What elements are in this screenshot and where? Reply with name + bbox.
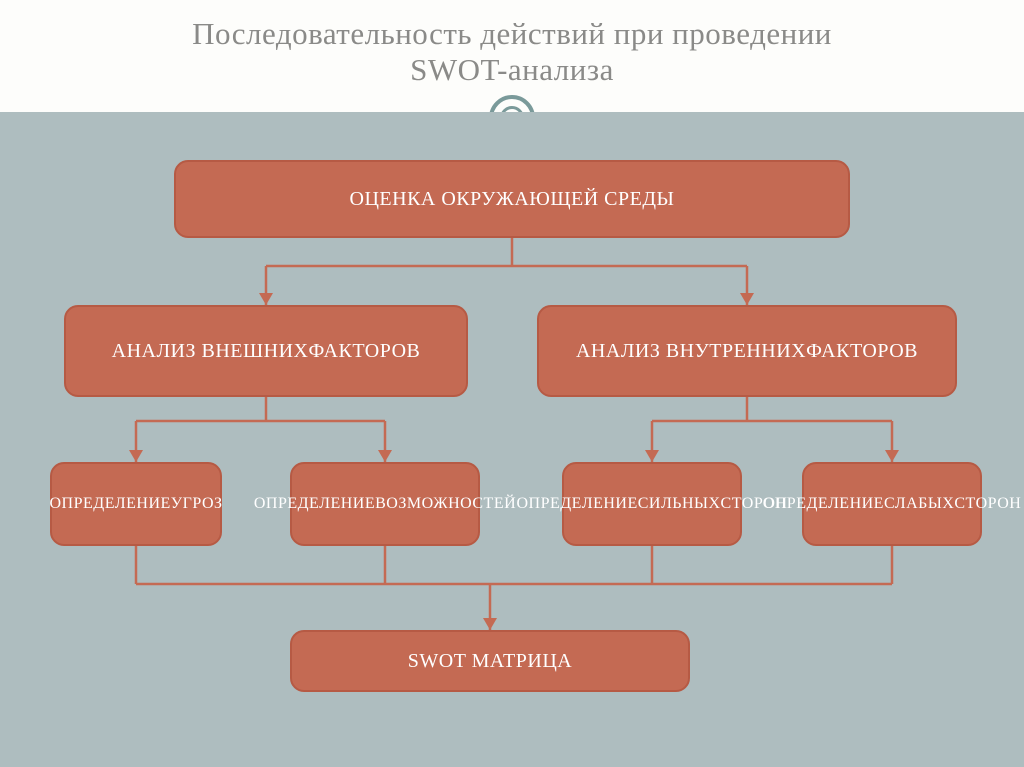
title-line-1: Последовательность действий при проведен… bbox=[40, 16, 984, 52]
node-weak-line2: СТОРОН bbox=[954, 494, 1021, 515]
node-int-line1: ФАКТОРОВ bbox=[806, 338, 918, 364]
node-opp: ОПРЕДЕЛЕНИЕВОЗМОЖНОСТЕЙ bbox=[290, 462, 480, 546]
node-opp-line1: ВОЗМОЖНОСТЕЙ bbox=[375, 494, 516, 515]
node-root-line0: ОЦЕНКА ОКРУЖАЮЩЕЙ СРЕДЫ bbox=[350, 186, 675, 212]
node-strong-line0: ОПРЕДЕЛЕНИЕ bbox=[516, 494, 637, 515]
node-ext: АНАЛИЗ ВНЕШНИХФАКТОРОВ bbox=[64, 305, 468, 397]
node-weak: ОПРЕДЕЛЕНИЕСЛАБЫХСТОРОН bbox=[802, 462, 982, 546]
diagram-canvas: ОЦЕНКА ОКРУЖАЮЩЕЙ СРЕДЫАНАЛИЗ ВНЕШНИХФАК… bbox=[0, 112, 1024, 767]
node-strong-line1: СИЛЬНЫХ bbox=[638, 494, 721, 515]
node-matrix: SWOT МАТРИЦА bbox=[290, 630, 690, 692]
node-root: ОЦЕНКА ОКРУЖАЮЩЕЙ СРЕДЫ bbox=[174, 160, 850, 238]
node-int-line0: АНАЛИЗ ВНУТРЕННИХ bbox=[576, 338, 806, 364]
node-threat: ОПРЕДЕЛЕНИЕУГРОЗ bbox=[50, 462, 222, 546]
node-matrix-line0: SWOT МАТРИЦА bbox=[408, 648, 572, 674]
slide: Последовательность действий при проведен… bbox=[0, 0, 1024, 767]
node-strong: ОПРЕДЕЛЕНИЕСИЛЬНЫХСТОРОН bbox=[562, 462, 742, 546]
node-opp-line0: ОПРЕДЕЛЕНИЕ bbox=[254, 494, 375, 515]
node-threat-line0: ОПРЕДЕЛЕНИЕ bbox=[50, 494, 171, 515]
node-weak-line0: ОПРЕДЕЛЕНИЕ bbox=[763, 494, 884, 515]
node-weak-line1: СЛАБЫХ bbox=[884, 494, 954, 515]
node-ext-line0: АНАЛИЗ ВНЕШНИХ bbox=[112, 338, 309, 364]
node-threat-line1: УГРОЗ bbox=[171, 494, 223, 515]
title-line-2: SWOT-анализа bbox=[40, 52, 984, 88]
node-ext-line1: ФАКТОРОВ bbox=[309, 338, 421, 364]
node-int: АНАЛИЗ ВНУТРЕННИХФАКТОРОВ bbox=[537, 305, 957, 397]
